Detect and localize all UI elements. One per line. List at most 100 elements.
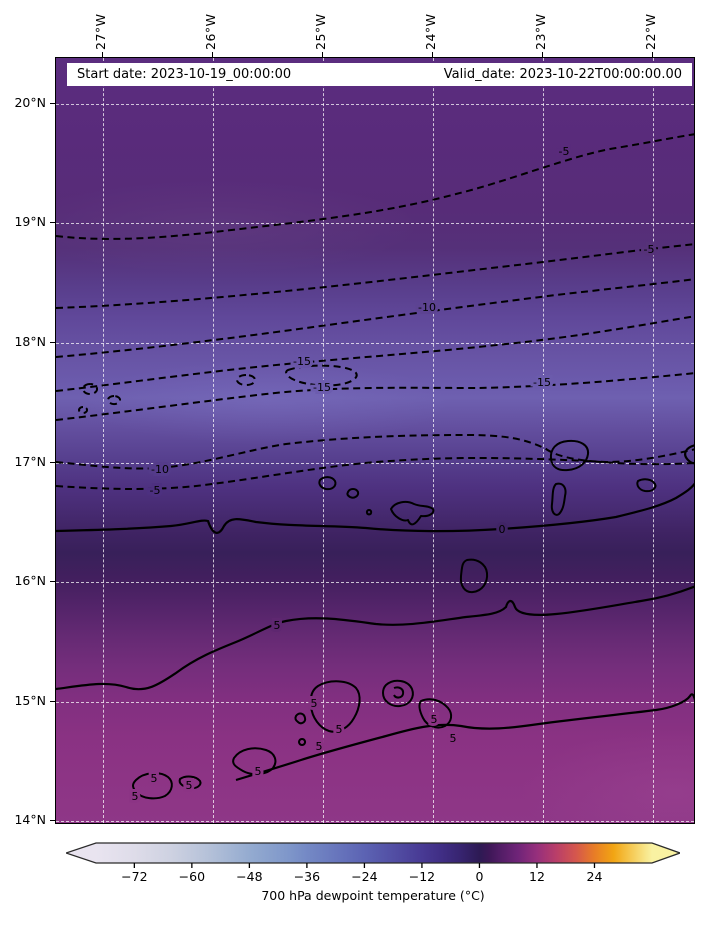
x-tick-label: 27°W <box>93 13 108 50</box>
colorbar-tick-label: 0 <box>475 869 484 884</box>
x-tick-label: 26°W <box>203 13 218 50</box>
colorbar-tick-label: −24 <box>351 869 378 884</box>
contour-label: 0 <box>499 523 506 536</box>
island-coastline <box>318 476 337 491</box>
start-date-text: Start date: 2023-10-19_00:00:00 <box>77 67 292 82</box>
contour-label: -10 <box>418 301 436 314</box>
island-coastline <box>309 680 361 733</box>
colorbar-tick-label: −36 <box>293 869 321 884</box>
colorbar-tick-label: −72 <box>121 869 148 884</box>
gridline-meridian <box>213 58 214 823</box>
island-coastline <box>393 686 405 699</box>
y-tick-mark <box>50 462 55 463</box>
x-tick-mark <box>322 52 323 57</box>
island-coastline <box>459 558 489 594</box>
colorbar-tick-label: −60 <box>178 869 206 884</box>
colorbar-tick-label: −48 <box>236 869 263 884</box>
colorbar-tick-label: 24 <box>586 869 603 884</box>
gridline-parallel <box>56 104 694 105</box>
contour-label: -10 <box>151 463 169 476</box>
contour-label: -5 <box>150 484 161 497</box>
contour-label: 5 <box>450 732 457 745</box>
y-tick-label: 15°N <box>14 693 46 708</box>
island-coastline <box>132 772 173 800</box>
y-tick-mark <box>50 103 55 104</box>
island-coastline <box>178 775 202 790</box>
gridline-meridian <box>433 58 434 823</box>
contour-label: -15 <box>533 376 551 389</box>
map-axes: -5 -5 -10 -15 -15 -15 -10 -5 0 5 5 5 5 5 5 5 5 5 5 Start d… <box>55 57 695 824</box>
contour-label: 5 <box>186 779 193 792</box>
contour-label: 5 <box>132 790 139 803</box>
y-tick-mark <box>50 342 55 343</box>
x-tick-mark <box>212 52 213 57</box>
contour-label: 5 <box>316 740 323 753</box>
x-tick-mark <box>542 52 543 57</box>
contour-line--10 <box>56 278 694 358</box>
contour-label: -15 <box>313 381 331 394</box>
gridline-parallel <box>56 223 694 224</box>
gridline-meridian <box>543 58 544 823</box>
y-tick-label: 17°N <box>14 454 46 469</box>
gridline-parallel <box>56 582 694 583</box>
y-tick-label: 18°N <box>14 334 46 349</box>
x-tick-label: 25°W <box>313 13 328 50</box>
gridline-parallel <box>56 702 694 703</box>
contour-label: -5 <box>559 145 570 158</box>
contour-line-0 <box>56 482 694 534</box>
contour-line--15 <box>78 406 89 414</box>
contour-line--5 <box>56 243 694 309</box>
contour-line-5 <box>56 585 694 691</box>
colorbar-tick-label: 12 <box>529 869 545 884</box>
colorbar-axis-label: 700 hPa dewpoint temperature (°C) <box>261 888 485 903</box>
y-tick-label: 14°N <box>14 812 46 827</box>
valid-date-text: Valid_date: 2023-10-22T00:00:00.00 <box>443 67 682 82</box>
contour-label: 5 <box>274 619 281 632</box>
gridline-parallel <box>56 821 694 822</box>
contour-line--15 <box>82 383 99 395</box>
contour-line-0 <box>684 444 694 465</box>
island-coastline <box>550 482 567 516</box>
island-coastline <box>390 500 435 526</box>
y-tick-label: 19°N <box>14 214 46 229</box>
gridline-parallel <box>56 343 694 344</box>
colorbar-tick-label: −12 <box>408 869 436 884</box>
y-tick-label: 16°N <box>14 573 46 588</box>
contour-line--15 <box>236 374 257 386</box>
contour-label: 5 <box>255 765 262 778</box>
x-tick-label: 23°W <box>533 13 548 50</box>
contour-label: 5 <box>151 772 158 785</box>
island-coastline <box>636 478 657 493</box>
island-coastline <box>382 679 414 708</box>
colorbar-gradient-bar <box>66 842 680 868</box>
contour-label: 5 <box>431 713 438 726</box>
y-tick-mark <box>50 701 55 702</box>
contour-line--15 <box>107 395 122 405</box>
island-coastline <box>346 488 360 499</box>
date-info-bar: Start date: 2023-10-19_00:00:00 Valid_da… <box>67 63 692 86</box>
island-coastline <box>232 747 277 776</box>
x-tick-mark <box>102 52 103 57</box>
gridline-meridian <box>653 58 654 823</box>
y-tick-mark <box>50 820 55 821</box>
island-coastline <box>365 509 373 516</box>
island-coastline <box>294 712 307 725</box>
contour-line--5 <box>56 133 694 240</box>
contour-line-5 <box>235 693 694 782</box>
x-tick-mark <box>432 52 433 57</box>
y-tick-mark <box>50 581 55 582</box>
colorbar-swatch <box>66 842 680 864</box>
contour-line--15 <box>56 315 694 392</box>
x-tick-label: 24°W <box>423 13 438 50</box>
x-tick-label: 22°W <box>643 13 658 50</box>
contour-label: 5 <box>336 723 343 736</box>
contour-line--15 <box>56 372 694 421</box>
island-coastline <box>549 439 590 472</box>
gridline-parallel <box>56 463 694 464</box>
contour-label: 5 <box>311 697 318 710</box>
colorbar: −72 −60 −48 −36 −24 −12 0 12 24 700 hPa dewpoint… <box>0 840 703 935</box>
y-tick-mark <box>50 222 55 223</box>
contour-label: -5 <box>644 243 655 256</box>
